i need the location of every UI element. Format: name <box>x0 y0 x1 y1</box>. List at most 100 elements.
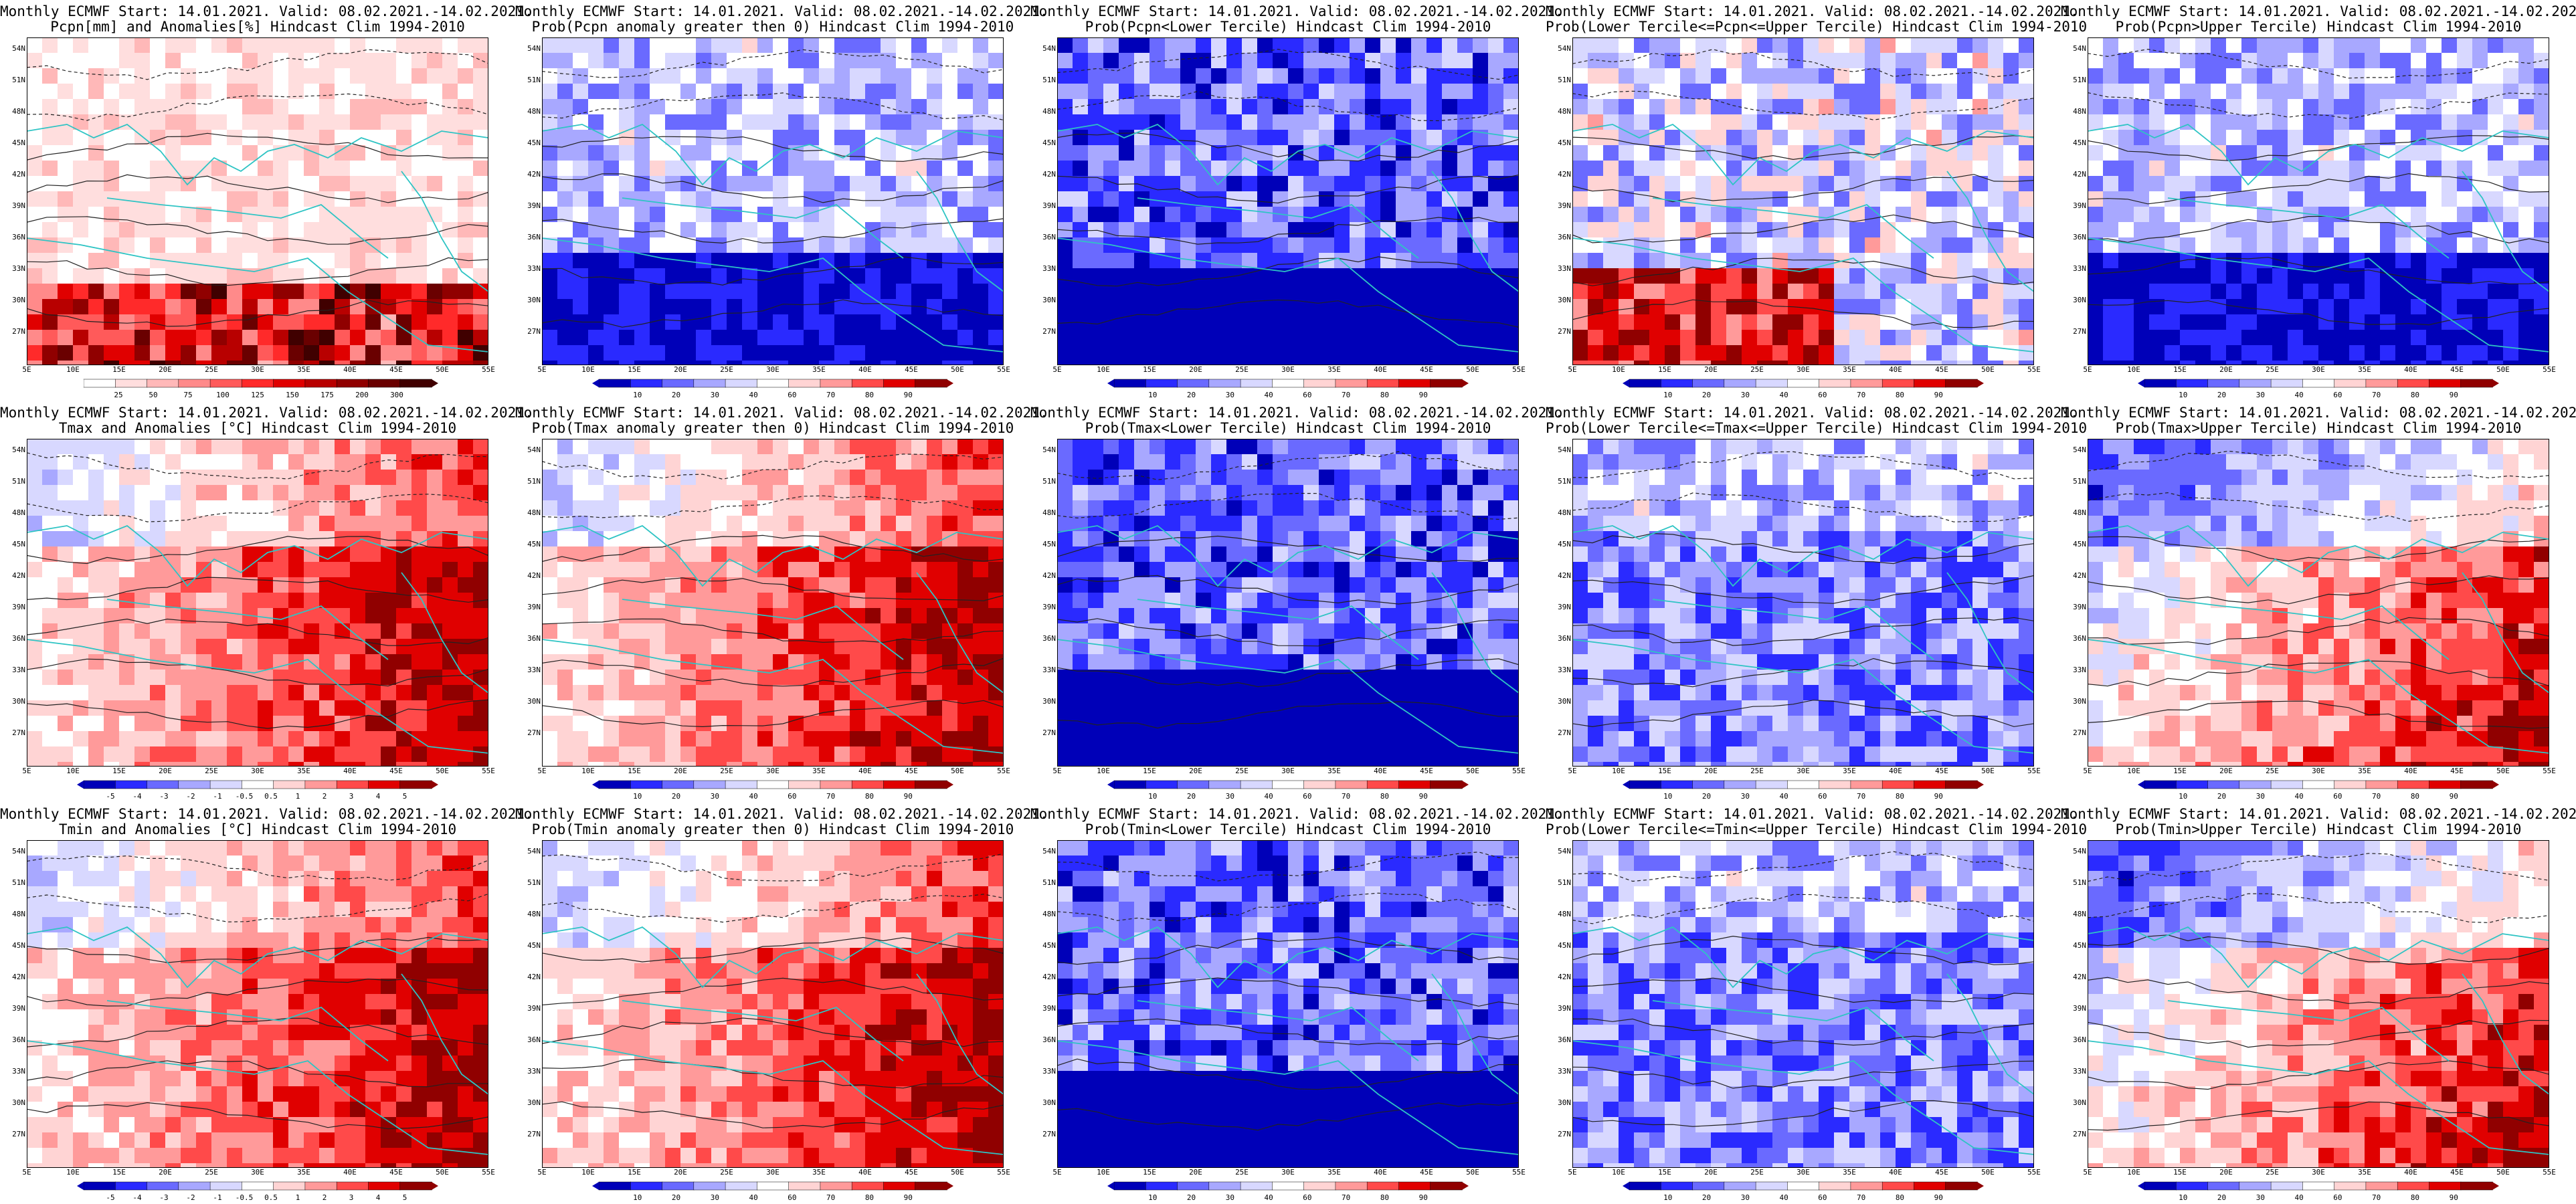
field-cell <box>988 114 1004 130</box>
field-cell <box>1819 176 1835 192</box>
field-cell <box>181 716 197 732</box>
field-cell <box>2226 37 2242 54</box>
field-cell <box>1972 330 1989 346</box>
field-cell <box>304 237 320 254</box>
map-field <box>1057 37 1519 365</box>
field-cell <box>442 577 458 593</box>
colorbar-swatch <box>1272 379 1305 388</box>
field-cell <box>850 37 866 54</box>
field-cell <box>634 700 650 716</box>
field-cell <box>896 176 912 192</box>
field-cell <box>2118 68 2134 84</box>
field-cell <box>1088 299 1104 315</box>
field-cell <box>150 685 166 701</box>
colorbar-swatch <box>1145 379 1178 388</box>
field-cell <box>711 345 727 361</box>
field-cell <box>1896 161 1912 177</box>
field-cell <box>727 639 743 655</box>
field-cell <box>350 562 366 578</box>
field-cell <box>819 716 835 732</box>
field-cell <box>927 516 943 532</box>
field-cell <box>2149 314 2165 330</box>
field-cell <box>2534 299 2549 315</box>
field-cell <box>288 84 304 100</box>
colorbar <box>1107 379 1469 388</box>
field-cell <box>2349 68 2365 84</box>
field-cell <box>458 470 474 486</box>
field-cell <box>242 53 258 69</box>
colorbar-tick-label: 60 <box>1818 391 1827 399</box>
field-cell <box>773 284 789 300</box>
field-cell <box>1957 176 1973 192</box>
field-cell <box>288 361 304 365</box>
field-cell <box>588 84 604 100</box>
field-cell <box>988 562 1004 578</box>
field-cell <box>850 207 866 223</box>
field-cell <box>273 500 289 516</box>
field-cell <box>957 623 974 639</box>
field-cell <box>1649 314 1665 330</box>
field-cell <box>1149 130 1166 146</box>
field-cell <box>1119 237 1135 254</box>
field-cell <box>788 608 804 624</box>
field-cell <box>381 345 397 361</box>
field-cell <box>1757 53 1773 69</box>
field-cell <box>1803 161 1819 177</box>
field-cell <box>227 268 243 284</box>
field-cell <box>73 99 89 115</box>
field-cell <box>2211 314 2227 330</box>
field-cell <box>1411 345 1427 361</box>
field-cell <box>27 516 43 532</box>
field-cell <box>542 439 558 455</box>
lat-label: 45N <box>1558 138 1571 147</box>
field-cell <box>665 130 681 146</box>
field-cell <box>27 623 43 639</box>
field-cell <box>381 562 397 578</box>
field-cell <box>1819 268 1835 284</box>
field-cell <box>2288 68 2304 84</box>
field-cell <box>1680 268 1696 284</box>
field-cell <box>181 685 197 701</box>
field-cell <box>427 716 443 732</box>
field-cell <box>1834 222 1850 238</box>
field-cell <box>1619 37 1635 54</box>
field-cell <box>1926 361 1942 365</box>
field-cell <box>1588 299 1604 315</box>
field-cell <box>1880 53 1896 69</box>
field-cell <box>227 37 243 54</box>
field-cell <box>773 161 789 177</box>
contour-line <box>27 577 488 603</box>
field-cell <box>1503 207 1519 223</box>
field-cell <box>1211 284 1227 300</box>
field-cell <box>1942 84 1958 100</box>
field-cell <box>757 84 773 100</box>
field-cell <box>27 762 43 767</box>
field-cell <box>604 500 620 516</box>
field-cell <box>1457 145 1473 161</box>
field-cell <box>242 68 258 84</box>
lat-label: 36N <box>12 634 25 643</box>
field-cell <box>1473 222 1489 238</box>
field-cell <box>1772 345 1788 361</box>
field-cell <box>680 299 697 315</box>
field-cell <box>2411 84 2427 100</box>
field-cell <box>396 762 412 767</box>
field-cell <box>1849 191 1865 207</box>
field-cell <box>788 330 804 346</box>
field-cell <box>1926 53 1942 69</box>
field-cell <box>1165 84 1181 100</box>
field-cell <box>2518 145 2535 161</box>
field-cell <box>896 191 912 207</box>
colorbar-swatch <box>1335 379 1368 388</box>
field-cell <box>988 531 1004 547</box>
field-cell <box>242 454 258 470</box>
field-cell <box>134 608 151 624</box>
field-cell <box>396 284 412 300</box>
field-cell <box>2103 191 2119 207</box>
field-cell <box>2241 237 2258 254</box>
field-cell <box>1849 114 1865 130</box>
field-cell <box>2349 361 2365 365</box>
field-cell <box>73 130 89 146</box>
field-cell <box>134 345 151 361</box>
field-cell <box>1180 145 1196 161</box>
